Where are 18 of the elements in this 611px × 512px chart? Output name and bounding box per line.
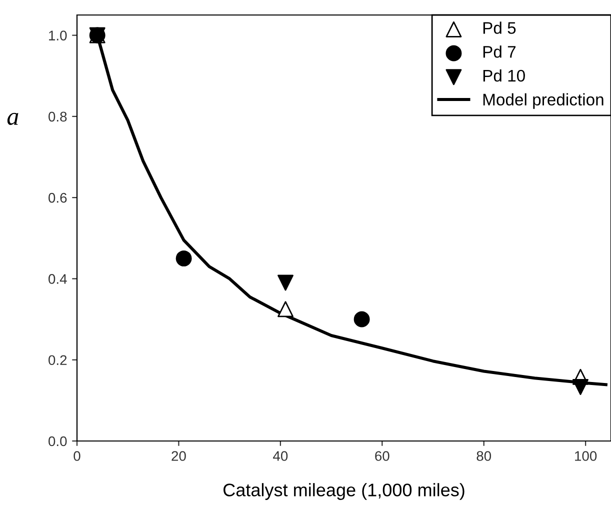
x-axis-title: Catalyst mileage (1,000 miles): [224, 483, 464, 500]
x-tick-label: 40: [273, 451, 288, 461]
x-tick-label: 0: [74, 451, 80, 461]
x-tick-label: 80: [476, 451, 492, 461]
legend-label: Pd 10: [483, 69, 525, 82]
legend-label: Model prediction: [483, 93, 604, 109]
x-tick-label: 60: [375, 451, 390, 461]
y-tick-label: 0.4: [48, 274, 67, 284]
y-axis-title: a: [7, 112, 18, 125]
x-tick-label: 20: [172, 451, 186, 461]
y-tick-label: 0.2: [48, 355, 67, 366]
x-tick-label: 100: [575, 451, 597, 461]
y-tick-label: 0.8: [48, 112, 67, 122]
legend-label: Pd 7: [483, 46, 516, 58]
y-tick-label: 0.6: [48, 192, 67, 203]
y-tick-label: 0.0: [48, 436, 67, 446]
legend-label: Pd 5: [483, 22, 516, 34]
y-tick-label: 1.0: [49, 30, 67, 40]
